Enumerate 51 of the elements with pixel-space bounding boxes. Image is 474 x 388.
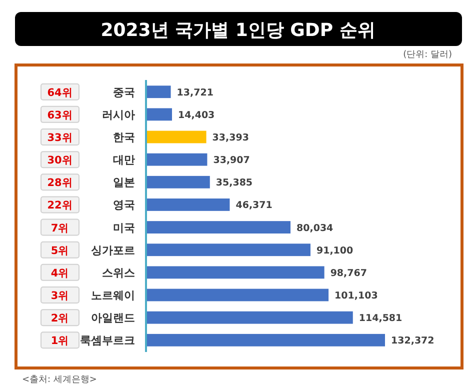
bar: [146, 266, 324, 279]
data-label: 132,372: [391, 336, 434, 347]
bar: [146, 86, 171, 98]
text: 2위: [50, 312, 70, 325]
y-tick-label: 일본: [113, 176, 135, 190]
data-label: 91,100: [316, 245, 354, 256]
chart-title: 2023년 국가별 1인당 GDP 순위: [100, 20, 376, 41]
y-tick-label: 러시아: [102, 108, 135, 122]
y-tick-label: 아일랜드: [91, 312, 135, 325]
text: 7위: [50, 222, 70, 234]
text: 33위: [47, 132, 73, 144]
text: 30위: [47, 154, 73, 167]
data-label: 46,371: [236, 200, 272, 212]
y-tick-label: 룩셈부르크: [80, 334, 135, 348]
y-tick-label: 미국: [113, 221, 135, 234]
y-tick-label: 영국: [113, 198, 135, 212]
text: <출처: 세계은행>: [22, 375, 97, 385]
data-label: 33,393: [212, 132, 249, 144]
y-tick-label: 스위스: [102, 266, 135, 280]
data-label: 35,385: [216, 178, 253, 189]
bar: [146, 108, 172, 121]
data-label: 33,907: [213, 155, 250, 166]
text: (단위: 달러): [403, 50, 452, 60]
data-label: 13,721: [176, 87, 214, 98]
y-tick-label: 대만: [113, 154, 135, 167]
text: 1위: [50, 335, 70, 348]
text: 22위: [47, 200, 73, 212]
data-label: 114,581: [358, 313, 402, 324]
bar: [146, 198, 230, 211]
data-label: 98,767: [330, 268, 367, 279]
text: 3위: [50, 290, 70, 302]
text: 28위: [47, 177, 73, 190]
y-tick-label: 한국: [113, 130, 135, 144]
data-label: 14,403: [178, 110, 215, 121]
bar: [146, 153, 208, 166]
bar: [146, 311, 353, 324]
data-label: 101,103: [334, 290, 378, 302]
bar: [146, 221, 291, 234]
text: 4위: [50, 267, 70, 280]
bar: [146, 176, 210, 188]
bar: [146, 244, 310, 256]
bar: [146, 130, 206, 144]
text: 63위: [47, 109, 73, 122]
bar: [146, 334, 385, 346]
y-tick-label: 노르웨이: [91, 289, 135, 302]
text: 5위: [50, 244, 70, 257]
text: 64위: [47, 86, 73, 99]
bar: [146, 288, 329, 302]
data-label: 80,034: [296, 222, 334, 234]
y-tick-label: 중국: [113, 86, 135, 99]
y-tick-label: 싱가포르: [91, 244, 135, 257]
